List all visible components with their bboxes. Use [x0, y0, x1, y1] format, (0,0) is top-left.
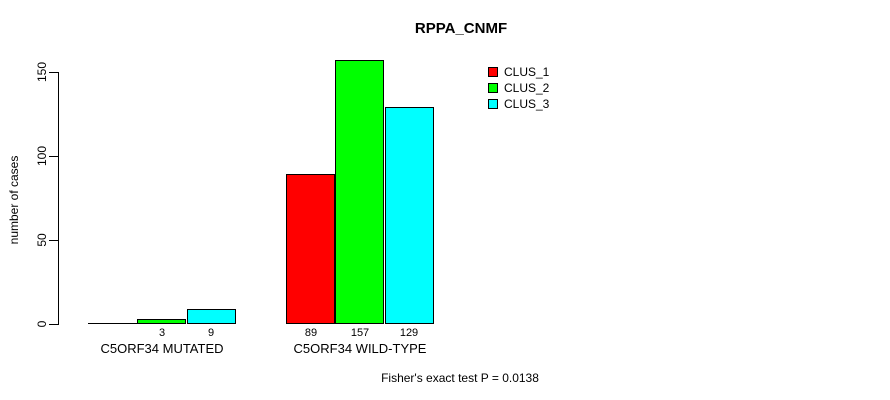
legend-swatch-icon: [488, 67, 498, 77]
y-tick-label: 100: [35, 145, 49, 167]
legend-row-clus_1: CLUS_1: [488, 64, 549, 80]
legend: CLUS_1 CLUS_2 CLUS_3: [488, 64, 549, 112]
legend-label: CLUS_1: [504, 65, 550, 79]
bar-clus_3-0: [187, 309, 236, 324]
legend-label: CLUS_3: [504, 97, 550, 111]
bar-value-label: 9: [207, 327, 215, 339]
fisher-test-annotation: Fisher's exact test P = 0.0138: [381, 371, 539, 385]
y-tick-label: 0: [35, 320, 49, 328]
legend-swatch-icon: [488, 83, 498, 93]
y-tick-mark: [49, 72, 58, 73]
y-tick-label: 50: [35, 233, 49, 247]
bar-value-label: 89: [304, 327, 318, 339]
chart-title: RPPA_CNMF: [414, 20, 508, 37]
bar-value-label: 129: [399, 327, 419, 339]
legend-row-clus_3: CLUS_3: [488, 96, 549, 112]
bar-clus_1-1: [286, 174, 335, 324]
y-tick-mark: [49, 324, 58, 325]
legend-label: CLUS_2: [504, 81, 550, 95]
y-tick-mark: [49, 240, 58, 241]
bar-value-label: 3: [158, 327, 166, 339]
y-tick-mark: [49, 156, 58, 157]
category-label-1: C5ORF34 WILD-TYPE: [293, 341, 427, 356]
y-tick-label: 150: [35, 61, 49, 83]
y-axis-line: [58, 72, 59, 325]
bar-clus_1-0-zero: [88, 323, 137, 324]
bar-clus_2-1: [335, 60, 384, 324]
legend-swatch-icon: [488, 99, 498, 109]
bar-clus_2-0: [137, 319, 186, 324]
bar-clus_3-1: [385, 107, 434, 324]
legend-row-clus_2: CLUS_2: [488, 80, 549, 96]
category-label-0: C5ORF34 MUTATED: [100, 341, 224, 356]
bar-value-label: 157: [350, 327, 370, 339]
